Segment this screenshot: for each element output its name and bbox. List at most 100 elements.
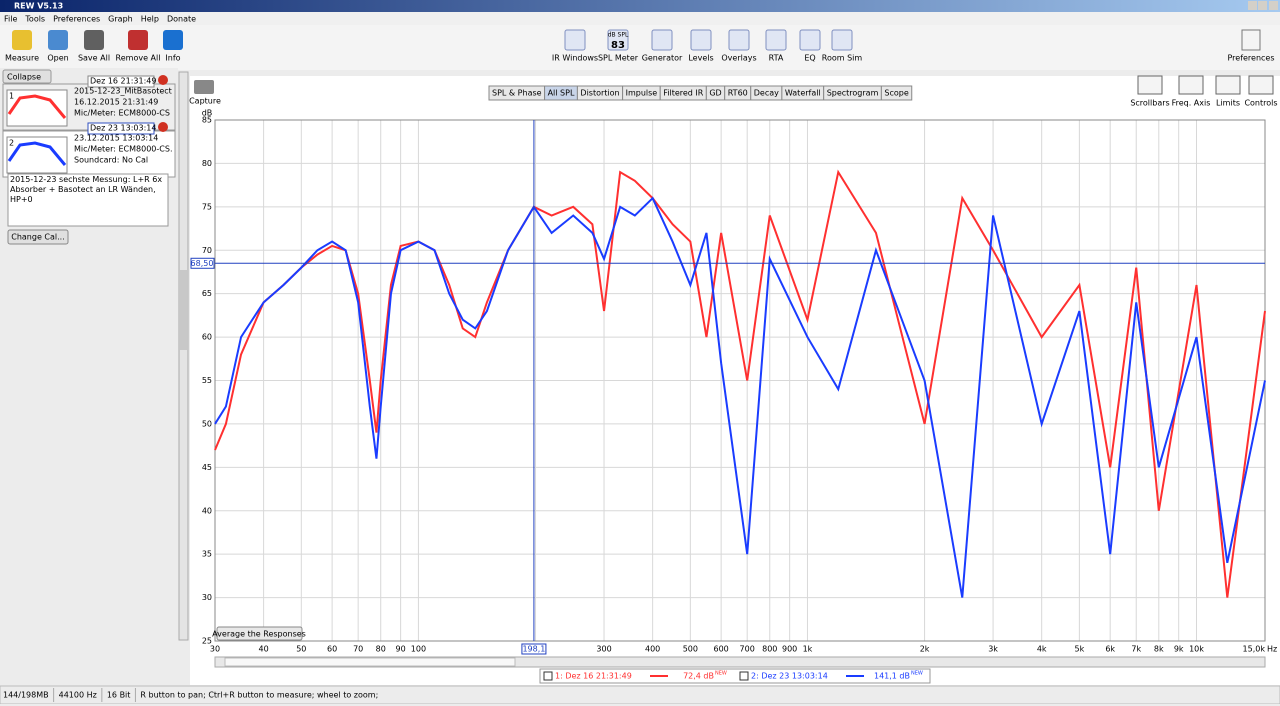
menu-item[interactable]: File bbox=[4, 15, 17, 24]
side-scrollbar[interactable] bbox=[178, 71, 189, 641]
tool-label[interactable]: Generator bbox=[642, 54, 683, 63]
tool-label[interactable]: Save All bbox=[78, 54, 110, 63]
x-tick-label: 80 bbox=[376, 645, 386, 654]
cursor-x-label: 198,1 bbox=[522, 645, 545, 654]
collapse-label[interactable]: Collapse bbox=[7, 73, 41, 82]
graph-tab-label[interactable]: GD bbox=[709, 89, 721, 98]
tool-label[interactable]: Remove All bbox=[116, 54, 161, 63]
graph-tab-label[interactable]: Spectrogram bbox=[827, 89, 879, 98]
tool-label[interactable]: Freq. Axis bbox=[1172, 99, 1211, 108]
x-tick-label: 40 bbox=[259, 645, 269, 654]
y-tick-label: 25 bbox=[202, 637, 212, 646]
tool-label[interactable]: Info bbox=[165, 54, 180, 63]
remove-icon[interactable] bbox=[158, 122, 168, 132]
y-tick-label: 45 bbox=[202, 463, 212, 472]
tool-label[interactable]: Limits bbox=[1216, 99, 1240, 108]
tool-icon[interactable] bbox=[163, 30, 183, 50]
tool-icon[interactable] bbox=[765, 29, 787, 51]
window-title: REW V5.13 bbox=[14, 2, 63, 11]
graph-tab[interactable] bbox=[880, 85, 913, 101]
cursor-y-label: 68,50 bbox=[191, 259, 214, 268]
tool-label[interactable]: Measure bbox=[5, 54, 39, 63]
collapse-button[interactable] bbox=[2, 69, 52, 84]
tool-icon[interactable] bbox=[84, 30, 104, 50]
h-scrollbar[interactable] bbox=[214, 656, 1266, 668]
graph-tab-label[interactable]: Distortion bbox=[580, 89, 619, 98]
notes-box bbox=[7, 173, 169, 227]
graph-tab-label[interactable]: Scope bbox=[884, 89, 908, 98]
graph-tab-label[interactable]: Filtered IR bbox=[663, 89, 704, 98]
tool-label[interactable]: RTA bbox=[769, 54, 784, 63]
tool-icon[interactable] bbox=[831, 29, 853, 51]
tool-icon[interactable] bbox=[48, 30, 68, 50]
tool-icon[interactable] bbox=[799, 29, 821, 51]
menu-item[interactable]: Preferences bbox=[53, 15, 100, 24]
tool-label[interactable]: Levels bbox=[688, 54, 713, 63]
y-axis-label: dB bbox=[202, 109, 213, 118]
tool-icon[interactable] bbox=[1215, 75, 1241, 95]
menu-item[interactable]: Donate bbox=[167, 15, 196, 24]
tool-icon[interactable] bbox=[607, 29, 629, 51]
measurement-info: 23.12.2015 13:03:14 bbox=[74, 134, 158, 143]
maximize[interactable] bbox=[1258, 1, 1267, 10]
average-label[interactable]: Average the Responses bbox=[212, 630, 306, 639]
legend-checkbox[interactable] bbox=[739, 671, 749, 681]
tool-icon[interactable] bbox=[1137, 75, 1163, 95]
tool-label[interactable]: Controls bbox=[1244, 99, 1277, 108]
legend-level: 141,1 dB bbox=[874, 672, 910, 681]
x-tick-label: 3k bbox=[988, 645, 998, 654]
preferences-icon[interactable] bbox=[1241, 29, 1261, 51]
legend-name[interactable]: 2: Dez 23 13:03:14 bbox=[751, 672, 828, 681]
graph-tab-label[interactable]: Impulse bbox=[626, 89, 658, 98]
change-cal-button[interactable] bbox=[7, 229, 69, 245]
x-tick-label: 2k bbox=[920, 645, 930, 654]
graph-tab-label[interactable]: All SPL bbox=[548, 89, 575, 98]
tool-icon[interactable] bbox=[564, 29, 586, 51]
measurement-info: Mic/Meter: ECM8000-CS. bbox=[74, 145, 172, 154]
minimize[interactable] bbox=[1248, 1, 1257, 10]
tool-icon[interactable] bbox=[651, 29, 673, 51]
capture-icon[interactable] bbox=[194, 80, 214, 94]
tool-icon[interactable] bbox=[690, 29, 712, 51]
menu-item[interactable]: Help bbox=[141, 15, 159, 24]
tool-label[interactable]: Open bbox=[47, 54, 68, 63]
scroll-thumb[interactable] bbox=[180, 270, 187, 350]
y-tick-label: 30 bbox=[202, 593, 212, 602]
x-tick-label: 300 bbox=[596, 645, 611, 654]
x-tick-label: 70 bbox=[353, 645, 363, 654]
spl-unit: dB SPL bbox=[608, 32, 629, 39]
menu-item[interactable]: Graph bbox=[108, 15, 133, 24]
tool-label[interactable]: IR Windows bbox=[552, 54, 598, 63]
h-scroll-thumb[interactable] bbox=[224, 657, 516, 667]
legend-name[interactable]: 1: Dez 16 21:31:49 bbox=[555, 672, 632, 681]
status-text: 16 Bit bbox=[107, 691, 131, 700]
preferences-label[interactable]: Preferences bbox=[1227, 54, 1274, 63]
tool-icon[interactable] bbox=[1178, 75, 1204, 95]
change-cal-label[interactable]: Change Cal... bbox=[11, 233, 65, 242]
x-tick-label: 10k bbox=[1189, 645, 1204, 654]
tool-icon[interactable] bbox=[728, 29, 750, 51]
toolbar bbox=[0, 25, 1280, 70]
response-trace bbox=[214, 196, 1266, 598]
tool-label[interactable]: SPL Meter bbox=[598, 54, 639, 63]
tool-label[interactable]: Overlays bbox=[721, 54, 756, 63]
graph-tab-label[interactable]: SPL & Phase bbox=[492, 89, 542, 98]
graph-tab-label[interactable]: RT60 bbox=[728, 89, 748, 98]
tool-icon[interactable] bbox=[12, 30, 32, 50]
graph-tab-label[interactable]: Decay bbox=[754, 89, 779, 98]
menu-item[interactable]: Tools bbox=[24, 15, 45, 24]
tool-label[interactable]: Room Sim bbox=[822, 54, 863, 63]
title-bar bbox=[0, 0, 1280, 12]
tool-icon[interactable] bbox=[128, 30, 148, 50]
close[interactable] bbox=[1269, 1, 1278, 10]
remove-icon[interactable] bbox=[158, 75, 168, 85]
x-tick-label: 9k bbox=[1174, 645, 1184, 654]
legend-bar bbox=[539, 668, 931, 684]
legend-checkbox[interactable] bbox=[543, 671, 553, 681]
tool-label[interactable]: Scrollbars bbox=[1130, 99, 1169, 108]
tool-icon[interactable] bbox=[1248, 75, 1274, 95]
tool-label[interactable]: EQ bbox=[804, 54, 815, 63]
average-button[interactable] bbox=[216, 626, 303, 641]
graph-tab-label[interactable]: Waterfall bbox=[785, 89, 821, 98]
